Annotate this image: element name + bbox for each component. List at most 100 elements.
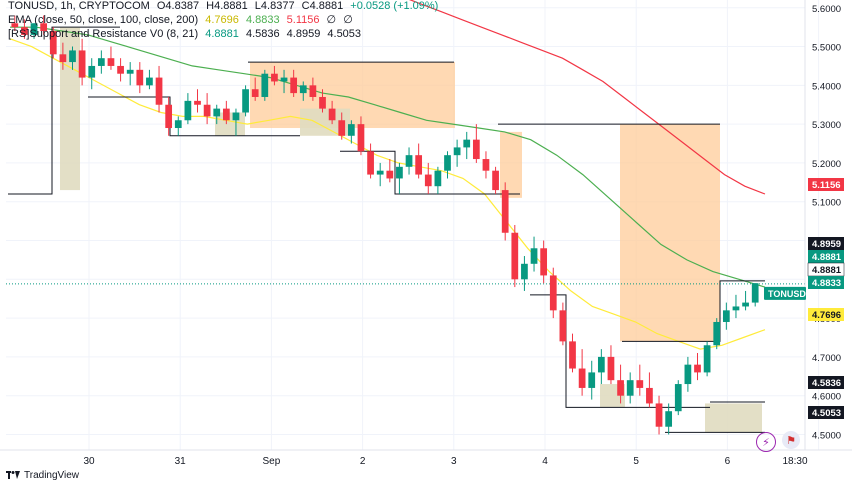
support-zone (60, 27, 80, 191)
ema200-value: 5.1156 (286, 14, 320, 26)
candle-body (203, 104, 211, 117)
candle-body (59, 54, 67, 63)
candle-body (319, 96, 326, 109)
ema-empty-value-2: ∅ (343, 14, 353, 26)
candle-body (530, 248, 538, 264)
candle-body (117, 65, 124, 74)
candle-body (415, 155, 423, 175)
price-badge-bg (808, 308, 844, 321)
candle-body (11, 23, 19, 28)
ema-empty-value-1: ∅ (326, 14, 337, 26)
price-tick-label: 4.5000 (812, 430, 841, 441)
candle-body (751, 283, 759, 303)
symbol-tag-bg (764, 286, 806, 300)
ema-line-ema50 (9, 38, 766, 350)
sr-label: [RS]Support and Resistance V0 (8, 21) (8, 28, 199, 40)
price-tick-label: 5.6000 (812, 4, 841, 15)
time-tick-label: Sep (263, 456, 281, 467)
symbol-name[interactable]: TONUSD, 1h, CRYPTOCOM (8, 0, 150, 12)
candle-body (511, 232, 519, 280)
ema50-value: 4.7696 (205, 14, 239, 26)
candle-body (492, 170, 499, 191)
candle-body (78, 50, 86, 78)
flag-icon[interactable]: ⚑ (782, 431, 800, 449)
candle-body (251, 89, 259, 97)
candle-body (434, 170, 442, 187)
price-tick-label: 5.4000 (812, 81, 841, 92)
footer-brand: TradingView (6, 470, 79, 481)
price-tick-label: 5.1000 (812, 198, 841, 209)
price-badge-label: 4.5836 (812, 378, 841, 389)
candle-body (549, 275, 557, 311)
ema100-value: 4.8833 (245, 14, 280, 26)
candle-body (338, 120, 346, 136)
candle-body (472, 139, 480, 160)
candle-body (88, 65, 96, 78)
resistance-step-line (622, 280, 765, 342)
candle-body (146, 77, 153, 86)
price-tick-label: 5.3000 (812, 120, 841, 131)
candle-body (444, 155, 451, 171)
ema-legend-line[interactable]: EMA (close, 50, close, 100, close, 200) … (8, 14, 357, 27)
candle-body (405, 155, 413, 167)
symbol-tag-text: TONUSD (768, 289, 806, 299)
high-value: H4.8881 (206, 0, 248, 12)
brand-name: TradingView (24, 470, 80, 481)
candle-body (357, 124, 365, 152)
change-value: +0.0528 (+1.09%) (350, 0, 439, 12)
candle-body (626, 380, 634, 396)
candle-body (40, 23, 48, 32)
candle-body (309, 85, 317, 97)
flash-icon[interactable]: ⚡ (756, 432, 776, 452)
candle-body (617, 380, 624, 396)
candle-body (521, 263, 528, 280)
candle-body (136, 69, 144, 86)
candle-body (69, 50, 76, 63)
candle-body (367, 151, 374, 175)
resistance-zone (500, 131, 522, 198)
candle-body (299, 85, 307, 94)
time-tick-label: 30 (83, 456, 95, 467)
candle-body (636, 380, 644, 388)
candle-body (290, 77, 298, 94)
price-badge-bg (808, 276, 844, 289)
candle-body (463, 139, 471, 148)
ema-label: EMA (close, 50, close, 100, close, 200) (8, 14, 199, 26)
candle-body (376, 170, 384, 175)
candle-body (261, 73, 269, 97)
candle-body (213, 108, 221, 117)
price-badge-label: 5.1156 (812, 180, 841, 191)
price-badge-label: 4.5053 (812, 408, 841, 419)
sr-legend-line[interactable]: [RS]Support and Resistance V0 (8, 21) 4.… (8, 28, 365, 41)
candle-body (578, 368, 586, 388)
time-tick-label: 4 (542, 456, 548, 467)
candle-body (347, 124, 355, 136)
candle-body (222, 108, 230, 121)
price-badge-bg (808, 237, 844, 250)
candle-body (722, 310, 730, 322)
candle-body (97, 58, 105, 66)
symbol-info-line: TONUSD, 1h, CRYPTOCOM O4.8387 H4.8881 L4… (8, 0, 442, 13)
candle-body (607, 356, 615, 381)
candle-body (386, 170, 394, 179)
candle-body (655, 403, 663, 427)
candle-body (665, 411, 673, 427)
candle-body (30, 23, 38, 35)
low-value: L4.8377 (254, 0, 295, 12)
support-step-line (530, 294, 710, 408)
price-badge-label: 4.8959 (812, 239, 841, 250)
price-badge-label: 4.8833 (812, 278, 841, 289)
candle-body (597, 356, 605, 373)
candle-body (280, 77, 288, 82)
price-badge-bg (808, 376, 844, 389)
price-badge-label: 4.7696 (812, 310, 841, 321)
time-tick-label: 2 (360, 456, 366, 467)
time-tick-label: 5 (633, 456, 639, 467)
resistance-zone (620, 124, 720, 342)
candle-body (694, 364, 701, 373)
open-value: O4.8387 (156, 0, 200, 12)
candle-body (674, 384, 682, 412)
candle-body (732, 306, 740, 311)
